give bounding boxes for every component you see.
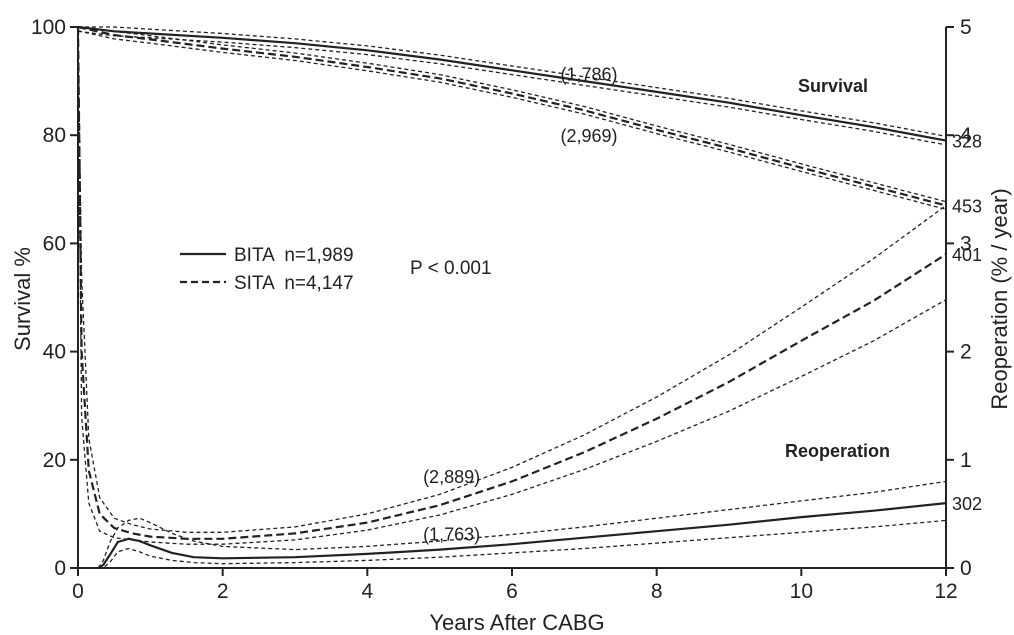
reoperation-bita-upper-ci <box>97 480 947 569</box>
y-left-tick-label: 60 <box>43 232 66 255</box>
y-left-tick-label: 20 <box>43 449 66 472</box>
y-right-tick-label: 5 <box>960 16 972 39</box>
x-tick-label: 10 <box>790 580 813 603</box>
y-left-tick-label: 80 <box>43 124 66 147</box>
reoperation-bita-at-risk-mid: (1,763) <box>423 524 480 544</box>
reoperation-sita-at-risk-end: 401 <box>952 245 982 265</box>
y-right-tick-label: 4 <box>960 124 972 147</box>
legend-entry-bita: BITA n=1,989 <box>234 245 354 266</box>
reoperation-bita-lower-ci <box>98 519 947 569</box>
legend-entry-sita: SITA n=4,147 <box>234 273 354 294</box>
survival-sita-upper-ci <box>77 26 947 203</box>
reoperation-bita-curve <box>97 502 947 569</box>
y-right-tick-label: 2 <box>960 341 972 364</box>
reoperation-label: Reoperation <box>785 441 890 461</box>
survival-sita-lower-ci <box>77 30 947 210</box>
survival-bita-lower-ci <box>77 30 947 146</box>
survival-bita-at-risk-end: 328 <box>952 132 982 152</box>
y-left-axis-title: Survival % <box>10 247 35 351</box>
y-left-tick-label: 0 <box>54 557 66 580</box>
y-left-tick-label: 40 <box>43 341 66 364</box>
reoperation-sita-upper-ci <box>77 26 947 533</box>
reoperation-sita-lower-ci <box>77 26 947 545</box>
survival-sita-at-risk-mid: (2,969) <box>561 126 618 146</box>
reoperation-sita-curve <box>76 26 947 540</box>
labels-layer: Years After CABG Survival % Reoperation … <box>10 76 1012 635</box>
x-tick-label: 2 <box>217 580 229 603</box>
y-right-tick-label: 3 <box>960 232 972 255</box>
x-tick-label: 0 <box>72 580 84 603</box>
survival-sita-curve <box>77 25 947 207</box>
x-tick-label: 12 <box>934 580 957 603</box>
survival-bita-curve <box>77 25 947 142</box>
x-tick-label: 6 <box>506 580 518 603</box>
survival-bita-at-risk-mid: (1,786) <box>561 65 618 85</box>
survival-bita-upper-ci <box>78 26 947 137</box>
x-axis-title: Years After CABG <box>429 610 604 635</box>
y-left-tick-label: 100 <box>31 16 66 39</box>
x-tick-label: 8 <box>651 580 663 603</box>
p-value-label: P < 0.001 <box>410 258 492 279</box>
series-layer: (1,786) 328 (2,969) 453 (2,889) 401 (1,763) 302 <box>76 25 982 569</box>
legend: BITA n=1,989 SITA n=4,147 <box>180 245 354 294</box>
x-tick-label: 4 <box>361 580 373 603</box>
survival-sita-at-risk-end: 453 <box>952 197 982 217</box>
y-right-tick-label: 1 <box>960 449 972 472</box>
y-right-axis-title: Reoperation (% / year) <box>987 188 1012 409</box>
survival-label: Survival <box>798 76 868 96</box>
reoperation-bita-at-risk-end: 302 <box>952 494 982 514</box>
reoperation-sita-at-risk-mid: (2,889) <box>423 467 480 487</box>
y-right-tick-label: 0 <box>960 557 972 580</box>
